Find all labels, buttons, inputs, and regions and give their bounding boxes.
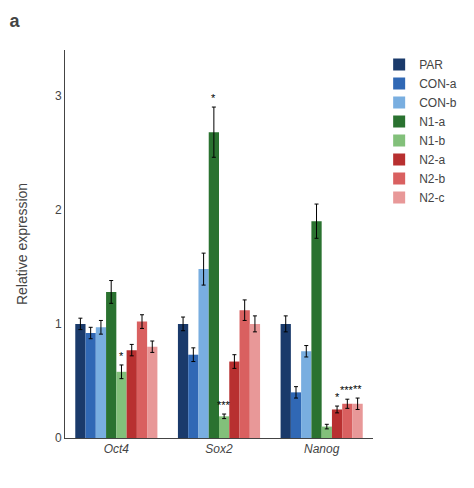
svg-text:N2-c: N2-c (419, 191, 444, 205)
svg-text:N2-a: N2-a (419, 153, 445, 167)
svg-text:N2-b: N2-b (419, 172, 445, 186)
svg-text:Nanog: Nanog (304, 442, 340, 456)
svg-text:1: 1 (55, 317, 62, 331)
svg-text:3: 3 (55, 89, 62, 103)
svg-text:***: *** (217, 399, 231, 411)
svg-text:N1-b: N1-b (419, 134, 445, 148)
svg-text:Oct4: Oct4 (104, 442, 130, 456)
svg-text:Sox2: Sox2 (205, 442, 233, 456)
svg-text:*: * (335, 391, 340, 403)
svg-text:2: 2 (55, 203, 62, 217)
svg-text:CON-a: CON-a (419, 77, 457, 91)
svg-text:*: * (119, 350, 124, 362)
svg-text:***: *** (340, 384, 354, 396)
svg-text:0: 0 (55, 431, 62, 445)
svg-text:PAR: PAR (419, 58, 443, 72)
svg-text:N1-a: N1-a (419, 115, 445, 129)
svg-text:CON-b: CON-b (419, 96, 457, 110)
svg-text:a: a (9, 11, 20, 31)
svg-text:**: ** (353, 383, 362, 395)
svg-text:*: * (211, 92, 216, 104)
svg-text:Relative expression: Relative expression (14, 183, 30, 305)
